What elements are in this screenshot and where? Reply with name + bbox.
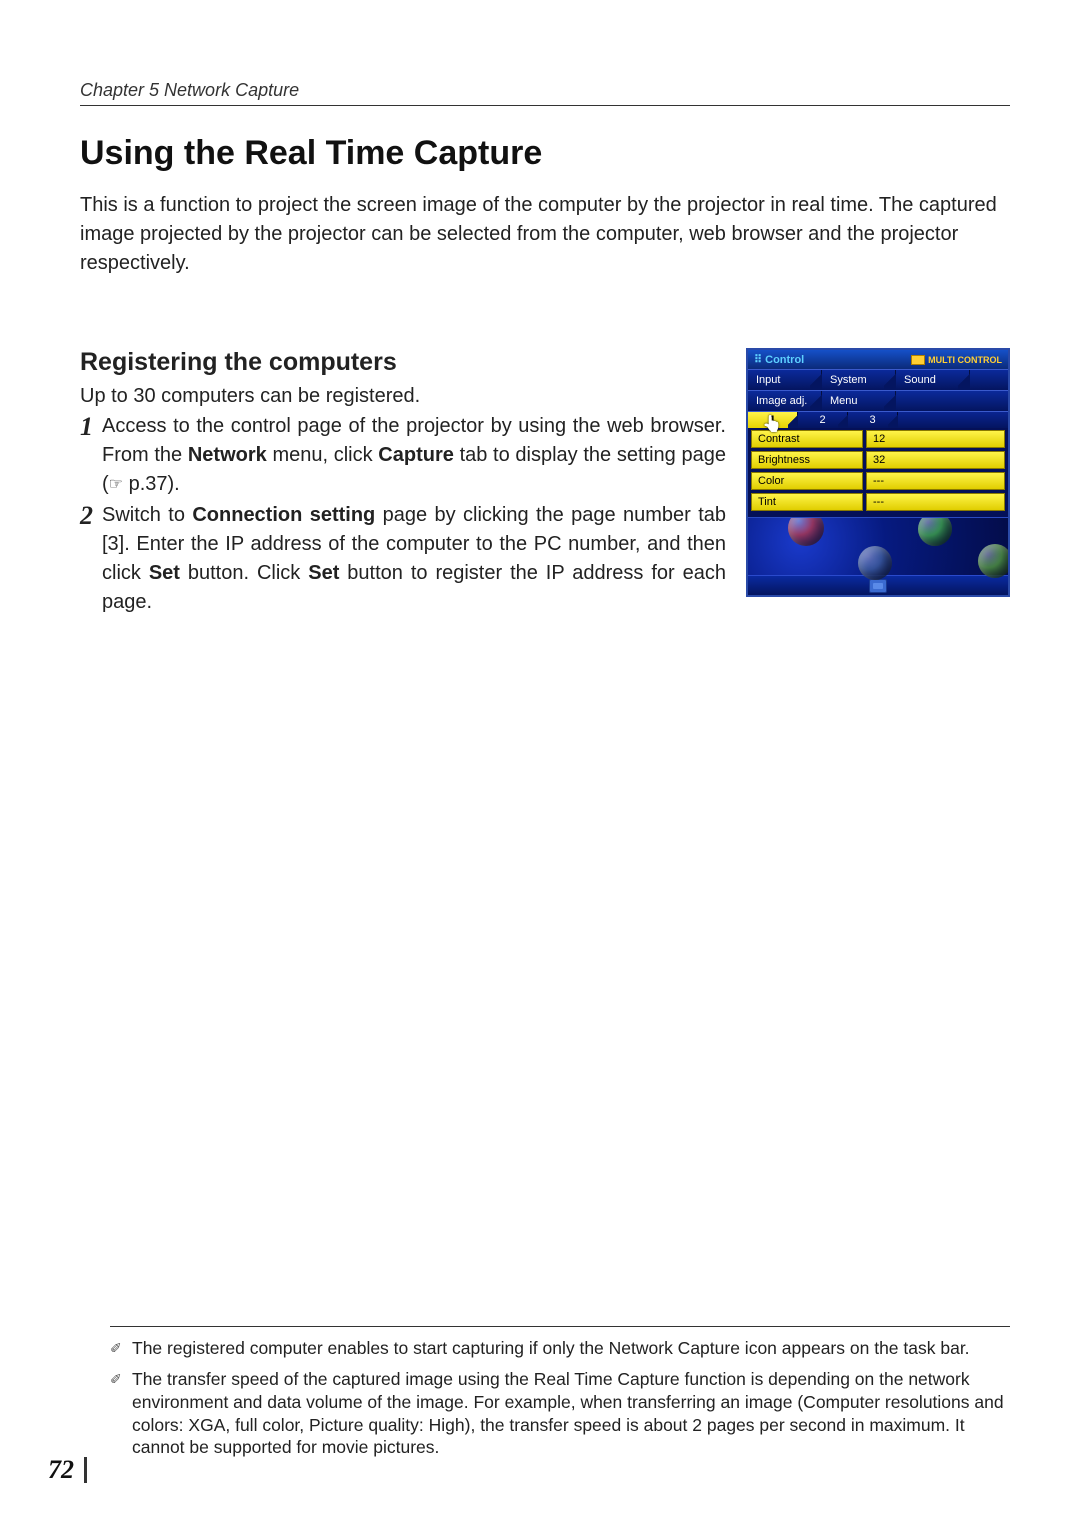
- footnote-bullet-icon: ✐: [110, 1370, 122, 1388]
- panel-tab[interactable]: Image adj.: [748, 391, 822, 411]
- decorative-orb: [978, 544, 1008, 578]
- subtab-filler: [898, 412, 1008, 428]
- control-panel-screenshot: Control MULTI CONTROL InputSystemSound I…: [746, 348, 1010, 597]
- setting-value[interactable]: 12: [866, 430, 1005, 448]
- footer-strip-icon: [869, 579, 887, 593]
- chapter-header: Chapter 5 Network Capture: [80, 80, 1010, 106]
- setting-row: Color---: [751, 472, 1005, 490]
- page-title: Using the Real Time Capture: [80, 134, 1010, 173]
- bold-text: Set: [149, 562, 180, 584]
- step-item: 2Switch to Connection setting page by cl…: [80, 501, 726, 617]
- panel-title-left: Control: [754, 353, 804, 366]
- setting-value[interactable]: ---: [866, 472, 1005, 490]
- panel-settings-area: Contrast12Brightness32Color---Tint---: [748, 428, 1008, 517]
- panel-footer: [748, 517, 1008, 595]
- panel-tab[interactable]: System: [822, 370, 896, 390]
- step-number: 1: [80, 408, 93, 446]
- bold-text: Capture: [378, 444, 454, 466]
- panel-tab[interactable]: Sound: [896, 370, 970, 390]
- panel-tab[interactable]: Menu: [822, 391, 896, 411]
- decorative-orb: [788, 517, 824, 546]
- setting-row: Tint---: [751, 493, 1005, 511]
- step-item: 1Access to the control page of the proje…: [80, 412, 726, 499]
- setting-label: Contrast: [751, 430, 863, 448]
- setting-label: Brightness: [751, 451, 863, 469]
- decorative-orb: [858, 546, 892, 580]
- footnotes: ✐ The registered computer enables to star…: [110, 1326, 1010, 1467]
- page-number: 72: [48, 1457, 87, 1483]
- step-text: menu, click: [267, 444, 379, 466]
- bold-text: Connection setting: [192, 504, 375, 526]
- footnote-bullet-icon: ✐: [110, 1339, 122, 1357]
- panel-title-right-label: MULTI CONTROL: [928, 355, 1002, 365]
- step-text: button. Click: [180, 562, 308, 584]
- panel-tab[interactable]: Input: [748, 370, 822, 390]
- footnote: ✐ The transfer speed of the captured imag…: [110, 1368, 1010, 1459]
- setting-row: Brightness32: [751, 451, 1005, 469]
- setting-label: Color: [751, 472, 863, 490]
- step-number: 2: [80, 497, 93, 535]
- step-text: Switch to: [102, 504, 192, 526]
- setting-row: Contrast12: [751, 430, 1005, 448]
- subheading: Registering the computers: [80, 348, 726, 377]
- panel-title-right: MULTI CONTROL: [911, 355, 1002, 365]
- multi-control-icon: [911, 355, 925, 365]
- setting-value[interactable]: ---: [866, 493, 1005, 511]
- panel-subtab[interactable]: 3: [848, 412, 898, 428]
- pointer-icon: ☞: [109, 473, 123, 496]
- panel-subtabs-row: 1👆23: [748, 411, 1008, 428]
- panel-tabs-row-1: InputSystemSound: [748, 369, 1008, 390]
- footnote-text: The registered computer enables to start…: [132, 1338, 970, 1358]
- bold-text: Network: [188, 444, 267, 466]
- subheading-text: Up to 30 computers can be registered.: [80, 385, 726, 408]
- intro-paragraph: This is a function to project the screen…: [80, 191, 1010, 278]
- decorative-orb: [918, 517, 952, 546]
- step-text: p.37).: [123, 473, 180, 495]
- bold-text: Set: [308, 562, 339, 584]
- panel-titlebar: Control MULTI CONTROL: [748, 350, 1008, 369]
- panel-tabs-row-2: Image adj.Menu: [748, 390, 1008, 411]
- footnote: ✐ The registered computer enables to star…: [110, 1337, 1010, 1360]
- setting-label: Tint: [751, 493, 863, 511]
- panel-subtab[interactable]: 2: [798, 412, 848, 428]
- setting-value[interactable]: 32: [866, 451, 1005, 469]
- steps-list: 1Access to the control page of the proje…: [80, 412, 726, 617]
- footnote-text: The transfer speed of the captured image…: [132, 1369, 1004, 1457]
- panel-subtab[interactable]: 1👆: [748, 412, 798, 428]
